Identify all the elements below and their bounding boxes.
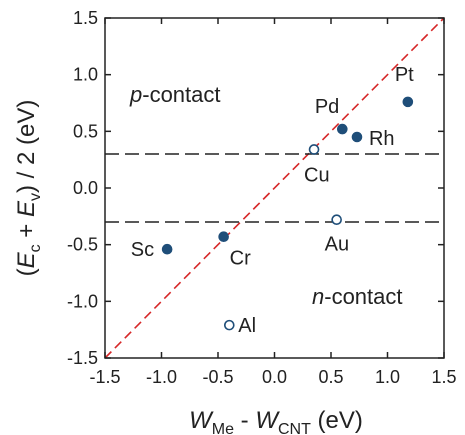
point-label-sc: Sc	[131, 239, 154, 261]
point-pd	[336, 123, 348, 135]
points-layer: Pt Pd Rh Cu Au Sc Cr Al	[131, 64, 414, 337]
y-tick-label: 0.5	[73, 121, 98, 141]
point-cu	[308, 144, 320, 155]
y-axis-label: (Ec + Ev) / 2 (eV)	[13, 100, 44, 277]
point-label-al: Al	[238, 315, 256, 337]
x-tick-label: 1.0	[375, 367, 400, 387]
x-tick-label: -1.0	[146, 367, 177, 387]
x-axis-label: WMe - WCNT (eV)	[189, 407, 363, 435]
point-label-cr: Cr	[230, 248, 251, 270]
x-tick-label: 0.5	[318, 367, 343, 387]
point-label-rh: Rh	[369, 128, 395, 150]
x-tick-label: -0.5	[202, 367, 233, 387]
diagonal-layer	[104, 17, 445, 359]
point-rh	[351, 131, 363, 143]
diagonal-line	[104, 17, 445, 359]
ticks-layer: -1.5 -1.0 -0.5 0.0 0.5 1.0 1.5 -1.5 -1.0 -0.5 0.0 0…	[67, 8, 457, 387]
point-al	[224, 319, 235, 331]
y-tick-label: 1.5	[73, 8, 98, 28]
point-cr	[218, 231, 229, 243]
x-tick-label: -1.5	[89, 367, 120, 387]
n-contact-label: n-contact	[312, 284, 403, 309]
y-tick-label: -1.5	[67, 348, 98, 368]
point-pt	[402, 96, 414, 108]
y-tick-label: -0.5	[67, 235, 98, 255]
point-label-au: Au	[325, 234, 349, 256]
y-tick-label: 1.0	[73, 65, 98, 85]
y-tick-label: 0.0	[73, 178, 98, 198]
point-label-pt: Pt	[395, 64, 414, 86]
x-tick-label: 1.5	[431, 367, 456, 387]
y-tick-label: -1.0	[67, 291, 98, 311]
point-label-pd: Pd	[315, 96, 339, 118]
point-sc	[161, 243, 173, 255]
p-contact-label: p-contact	[129, 82, 221, 107]
x-tick-label: 0.0	[262, 367, 287, 387]
reference-lines-layer	[105, 153, 444, 223]
point-label-cu: Cu	[304, 164, 330, 186]
point-au	[331, 214, 342, 226]
